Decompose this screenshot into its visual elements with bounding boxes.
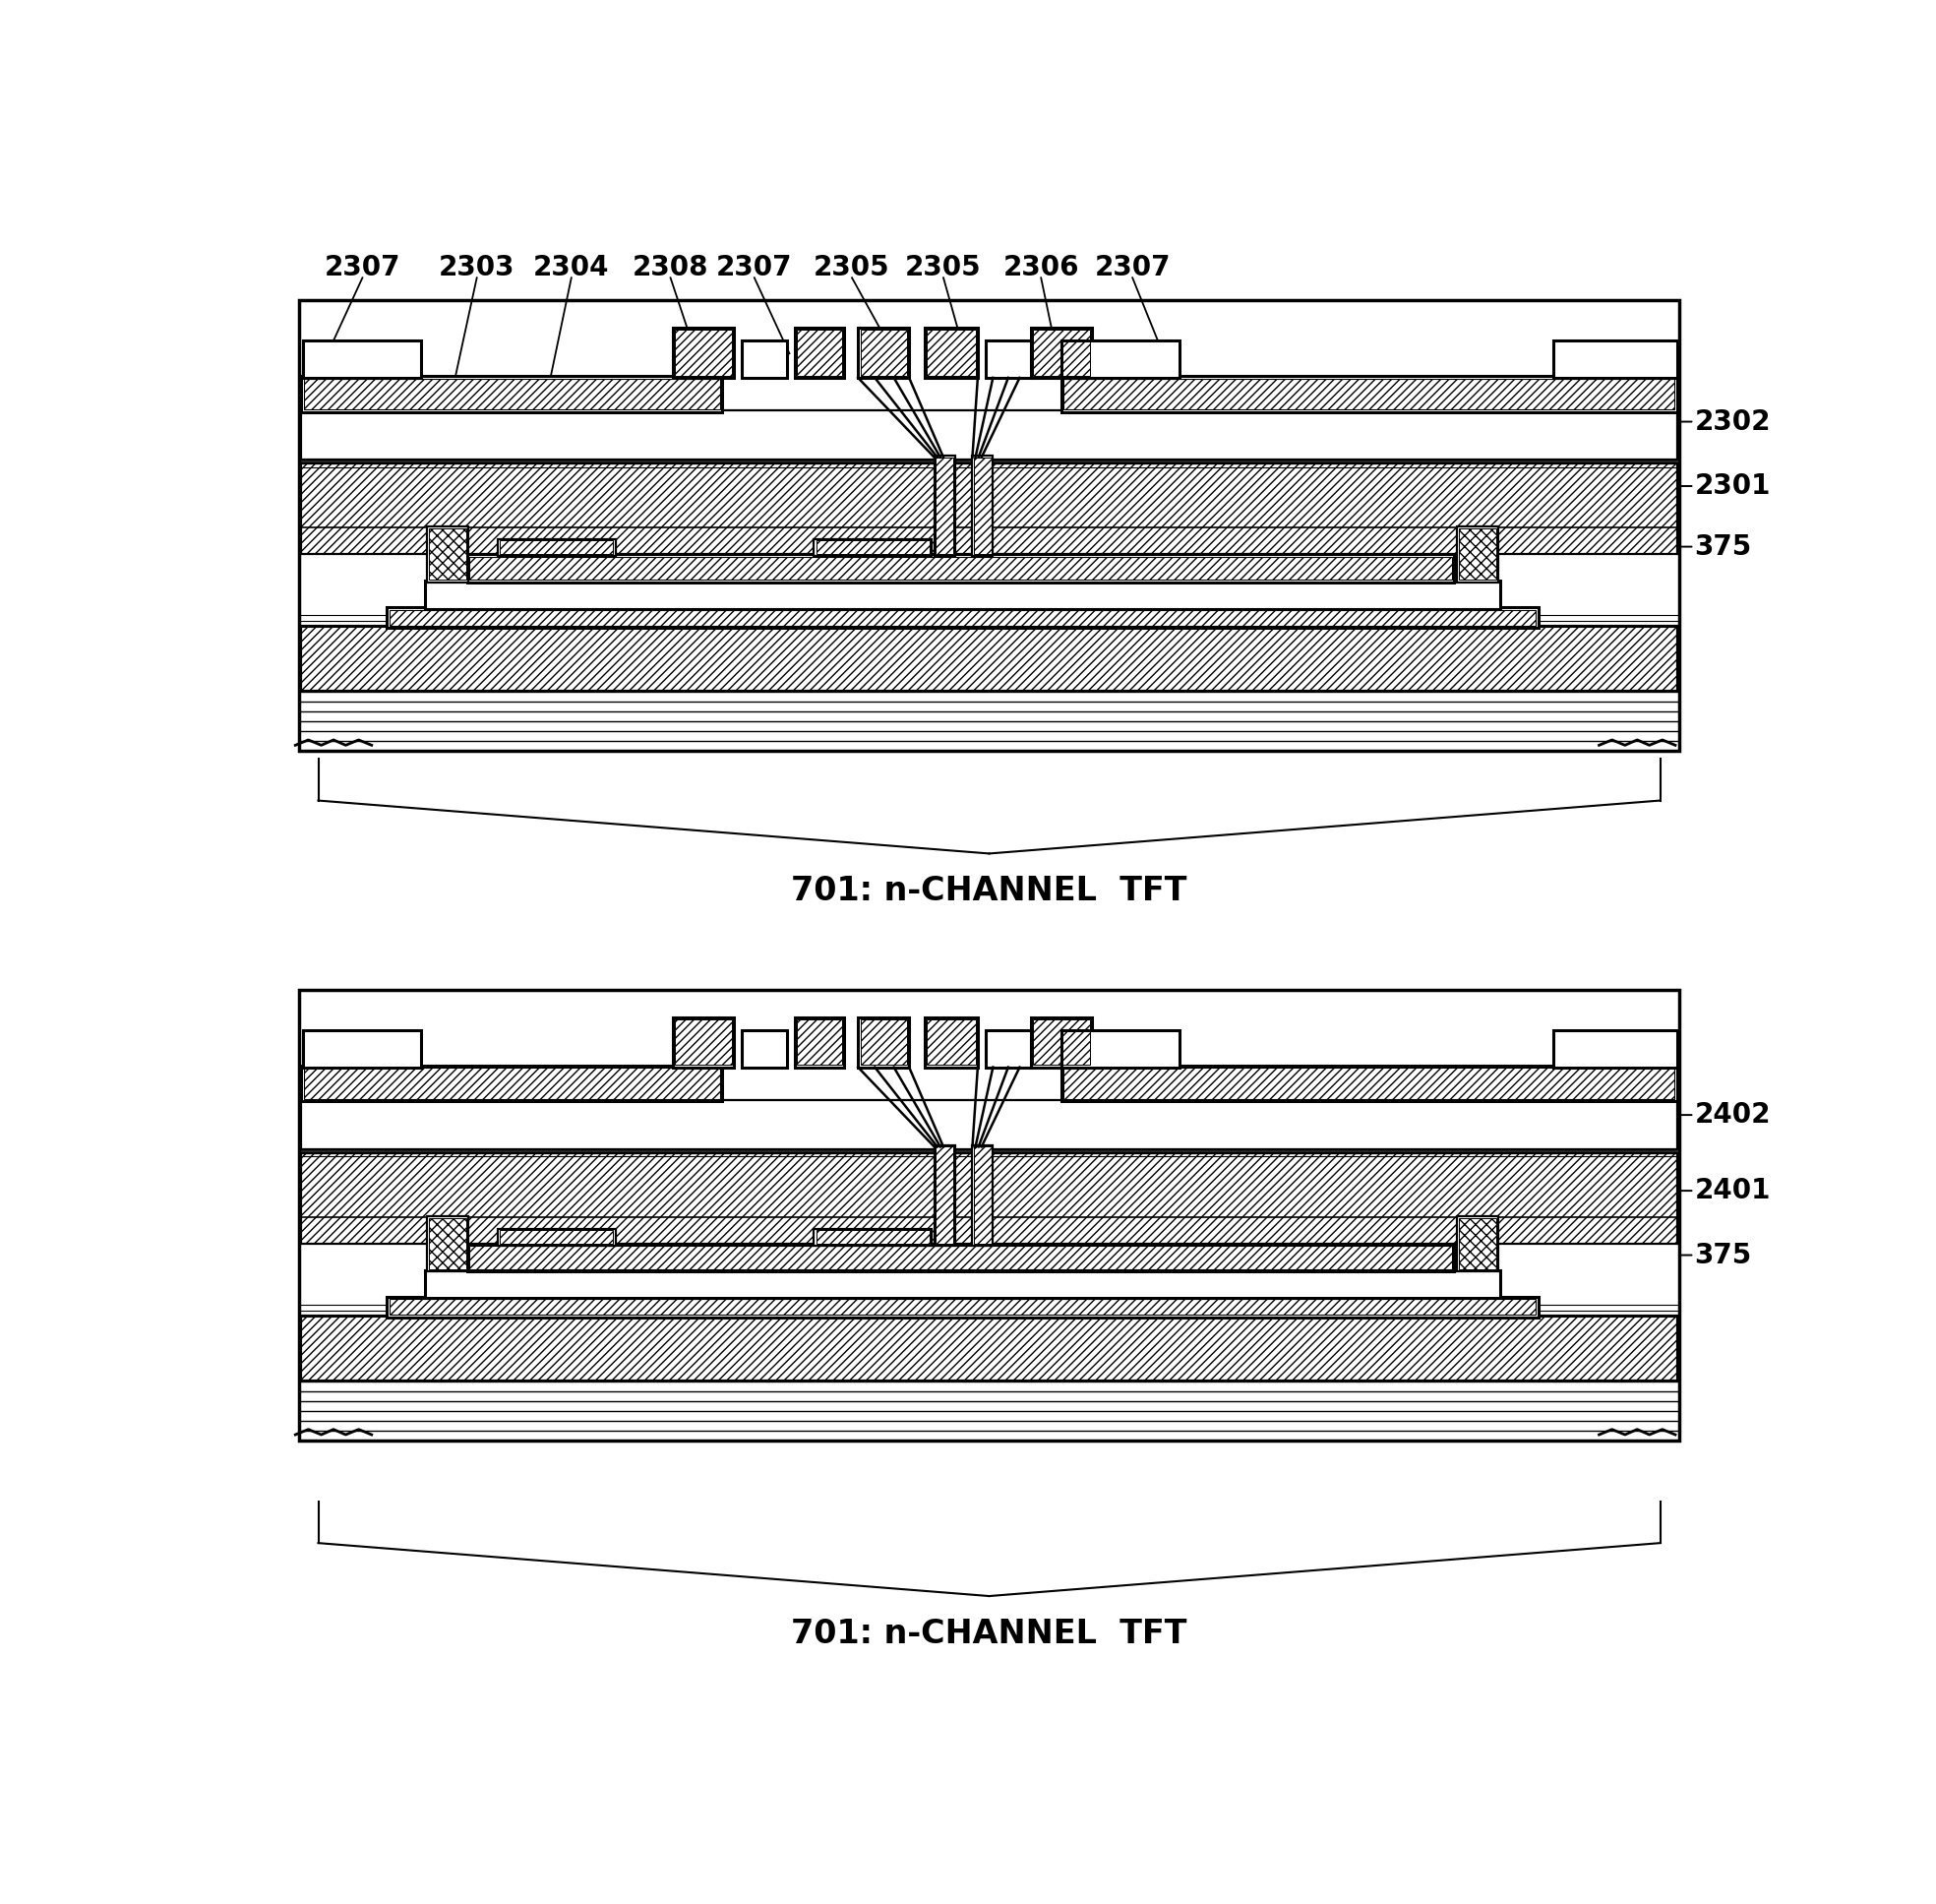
Bar: [798, 329, 842, 375]
Bar: [798, 1019, 842, 1064]
Text: 2307: 2307: [325, 253, 401, 282]
Text: 2303: 2303: [439, 253, 515, 282]
Bar: [498, 1228, 616, 1245]
Text: 375: 375: [1679, 533, 1752, 560]
Bar: [1456, 526, 1498, 583]
Bar: [1065, 1068, 1675, 1099]
Bar: [1032, 327, 1092, 377]
Bar: [387, 1297, 1537, 1318]
Text: 2306: 2306: [1003, 253, 1078, 282]
Bar: [860, 329, 906, 375]
Bar: [676, 1019, 732, 1064]
Bar: [302, 463, 1677, 554]
Bar: [426, 526, 469, 583]
Bar: [985, 1030, 1032, 1068]
Text: 2307: 2307: [716, 253, 792, 282]
Bar: [935, 1146, 953, 1243]
Bar: [302, 626, 1677, 691]
Bar: [1061, 341, 1179, 377]
Bar: [302, 411, 1677, 459]
Bar: [672, 1017, 734, 1068]
Text: 375: 375: [1679, 1241, 1752, 1268]
Bar: [935, 1144, 954, 1245]
Bar: [499, 1230, 614, 1243]
Bar: [1456, 1217, 1498, 1272]
Bar: [796, 327, 844, 377]
Bar: [304, 1068, 720, 1099]
Bar: [974, 1146, 991, 1243]
Bar: [858, 327, 910, 377]
Bar: [817, 541, 929, 554]
Bar: [428, 529, 467, 581]
Bar: [302, 1101, 1677, 1148]
Bar: [1460, 529, 1497, 581]
Bar: [467, 554, 1454, 583]
Text: 2308: 2308: [633, 253, 709, 282]
Bar: [741, 1030, 788, 1068]
Bar: [498, 539, 616, 556]
Bar: [1553, 341, 1677, 377]
Text: 2302: 2302: [1679, 407, 1771, 436]
Bar: [741, 341, 788, 377]
Bar: [304, 379, 720, 409]
Bar: [1061, 377, 1677, 411]
Bar: [935, 457, 953, 554]
Bar: [1065, 379, 1675, 409]
Bar: [858, 1017, 910, 1068]
Bar: [796, 1017, 844, 1068]
Text: 2304: 2304: [532, 253, 610, 282]
Bar: [935, 455, 954, 556]
Text: 2301: 2301: [1679, 472, 1771, 501]
Bar: [302, 1152, 1677, 1243]
Bar: [985, 341, 1032, 377]
Bar: [672, 327, 734, 377]
Text: 2402: 2402: [1679, 1101, 1771, 1129]
Bar: [300, 301, 1679, 752]
Bar: [302, 377, 722, 411]
Bar: [1032, 1017, 1092, 1068]
Bar: [813, 539, 931, 556]
Text: 701: n-CHANNEL  TFT: 701: n-CHANNEL TFT: [792, 876, 1187, 908]
Bar: [300, 990, 1679, 1441]
Bar: [1061, 1066, 1677, 1101]
Bar: [428, 1219, 467, 1270]
Bar: [1034, 329, 1090, 375]
Bar: [1553, 1030, 1677, 1068]
Bar: [389, 1299, 1535, 1316]
Text: 2401: 2401: [1679, 1177, 1771, 1205]
Bar: [304, 1030, 422, 1068]
Bar: [972, 1144, 993, 1245]
Text: 2305: 2305: [813, 253, 891, 282]
Bar: [499, 541, 614, 554]
Bar: [923, 1017, 978, 1068]
Bar: [426, 1217, 469, 1272]
Bar: [972, 455, 993, 556]
Bar: [389, 609, 1535, 626]
Bar: [927, 329, 976, 375]
Bar: [974, 457, 991, 554]
Text: 701: n-CHANNEL  TFT: 701: n-CHANNEL TFT: [792, 1618, 1187, 1651]
Bar: [426, 1270, 1500, 1299]
Text: 2305: 2305: [906, 253, 982, 282]
Bar: [1460, 1219, 1497, 1270]
Bar: [469, 556, 1452, 581]
Bar: [426, 581, 1500, 609]
Bar: [1034, 1019, 1090, 1064]
Bar: [1061, 1030, 1179, 1068]
Bar: [927, 1019, 976, 1064]
Bar: [469, 1245, 1452, 1270]
Bar: [302, 1316, 1677, 1380]
Text: 2307: 2307: [1094, 253, 1171, 282]
Bar: [860, 1019, 906, 1064]
Bar: [302, 1066, 722, 1101]
Bar: [304, 341, 422, 377]
Bar: [923, 327, 978, 377]
Bar: [387, 607, 1537, 628]
Bar: [817, 1230, 929, 1243]
Bar: [813, 1228, 931, 1245]
Bar: [676, 329, 732, 375]
Bar: [467, 1243, 1454, 1272]
